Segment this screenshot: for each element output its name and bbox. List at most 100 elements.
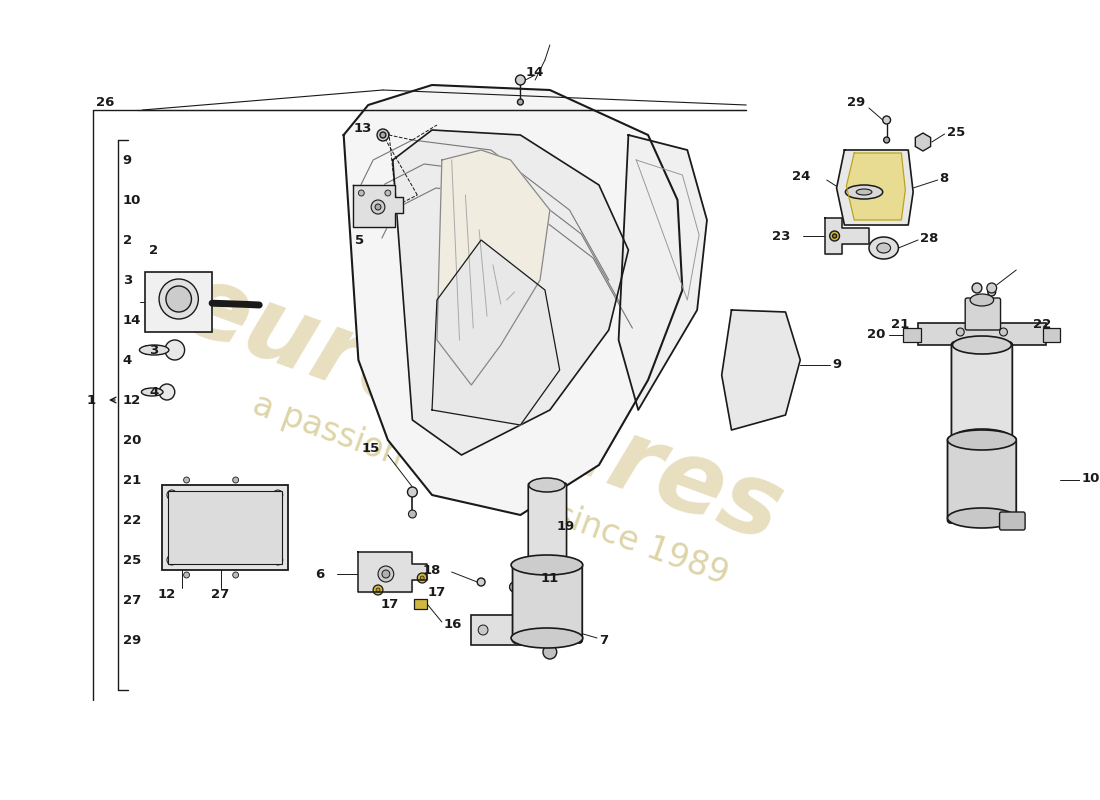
Text: 28: 28	[920, 231, 938, 245]
Text: 3: 3	[123, 274, 132, 286]
Circle shape	[229, 525, 235, 530]
Circle shape	[196, 538, 201, 545]
Polygon shape	[825, 218, 869, 254]
Ellipse shape	[142, 388, 163, 396]
Circle shape	[226, 536, 231, 542]
Circle shape	[553, 625, 562, 635]
Text: 8: 8	[939, 171, 949, 185]
Ellipse shape	[856, 189, 872, 195]
Text: 18: 18	[422, 563, 441, 577]
Ellipse shape	[529, 556, 565, 570]
Circle shape	[371, 200, 385, 214]
FancyBboxPatch shape	[965, 298, 1001, 330]
Polygon shape	[722, 310, 800, 430]
Text: 25: 25	[946, 126, 965, 138]
Text: 6: 6	[315, 567, 324, 581]
Circle shape	[184, 572, 189, 578]
Circle shape	[829, 231, 839, 241]
FancyBboxPatch shape	[471, 615, 570, 645]
Circle shape	[211, 545, 217, 550]
Text: 2: 2	[150, 243, 158, 257]
Circle shape	[988, 288, 996, 296]
Text: 27: 27	[123, 594, 141, 606]
Text: 21: 21	[891, 318, 910, 331]
FancyBboxPatch shape	[513, 562, 582, 643]
Circle shape	[206, 505, 212, 511]
Circle shape	[184, 477, 189, 483]
Text: 26: 26	[96, 95, 114, 109]
Text: 12: 12	[157, 589, 175, 602]
Circle shape	[509, 582, 519, 592]
Polygon shape	[837, 150, 913, 225]
Circle shape	[273, 490, 283, 500]
Circle shape	[882, 116, 891, 124]
Circle shape	[379, 132, 386, 138]
Circle shape	[478, 625, 488, 635]
Ellipse shape	[947, 508, 1016, 528]
Text: 25: 25	[123, 554, 141, 566]
Text: 22: 22	[1033, 318, 1052, 331]
Text: 4: 4	[150, 386, 158, 398]
Polygon shape	[343, 85, 682, 515]
Text: 1: 1	[86, 394, 96, 406]
Circle shape	[187, 502, 238, 554]
Circle shape	[192, 514, 198, 521]
Circle shape	[166, 286, 191, 312]
Text: 19: 19	[557, 521, 575, 534]
Circle shape	[233, 572, 239, 578]
Circle shape	[160, 384, 175, 400]
Circle shape	[167, 555, 177, 565]
Ellipse shape	[953, 336, 1011, 354]
Text: 29: 29	[123, 634, 141, 646]
FancyBboxPatch shape	[1043, 328, 1060, 342]
Circle shape	[417, 573, 427, 583]
Text: 10: 10	[123, 194, 141, 206]
Circle shape	[1047, 331, 1056, 339]
Ellipse shape	[512, 628, 583, 648]
Circle shape	[214, 505, 220, 511]
Circle shape	[972, 283, 982, 293]
Polygon shape	[393, 130, 628, 455]
Circle shape	[385, 190, 390, 196]
Circle shape	[229, 528, 234, 534]
Text: 17: 17	[381, 598, 399, 610]
Circle shape	[373, 585, 383, 595]
Circle shape	[359, 190, 364, 196]
Ellipse shape	[869, 237, 899, 259]
Text: 24: 24	[792, 170, 810, 183]
Circle shape	[833, 234, 837, 238]
Text: 9: 9	[833, 358, 842, 371]
Circle shape	[382, 570, 389, 578]
Text: 23: 23	[772, 230, 791, 242]
Circle shape	[160, 279, 198, 319]
Ellipse shape	[877, 243, 891, 253]
Ellipse shape	[953, 429, 1011, 447]
FancyBboxPatch shape	[528, 483, 566, 567]
Text: 12: 12	[123, 394, 141, 406]
Circle shape	[233, 477, 239, 483]
Polygon shape	[618, 135, 707, 410]
Text: 29: 29	[847, 95, 865, 109]
Circle shape	[191, 531, 197, 538]
FancyBboxPatch shape	[903, 328, 921, 342]
FancyBboxPatch shape	[162, 485, 288, 570]
FancyBboxPatch shape	[918, 323, 1046, 345]
Text: 15: 15	[361, 442, 379, 454]
Circle shape	[273, 555, 283, 565]
Circle shape	[376, 588, 380, 592]
Circle shape	[227, 516, 233, 522]
Circle shape	[477, 578, 485, 586]
Circle shape	[543, 553, 547, 557]
Circle shape	[908, 331, 915, 339]
Circle shape	[375, 204, 381, 210]
Text: 9: 9	[123, 154, 132, 166]
Circle shape	[407, 487, 417, 497]
FancyBboxPatch shape	[168, 491, 282, 564]
Text: 14: 14	[123, 314, 141, 326]
Ellipse shape	[947, 430, 1016, 450]
Text: 5: 5	[355, 234, 364, 246]
Text: a passion for parts since 1989: a passion for parts since 1989	[249, 388, 734, 592]
Circle shape	[408, 510, 416, 518]
FancyBboxPatch shape	[1000, 512, 1025, 530]
Circle shape	[517, 99, 524, 105]
